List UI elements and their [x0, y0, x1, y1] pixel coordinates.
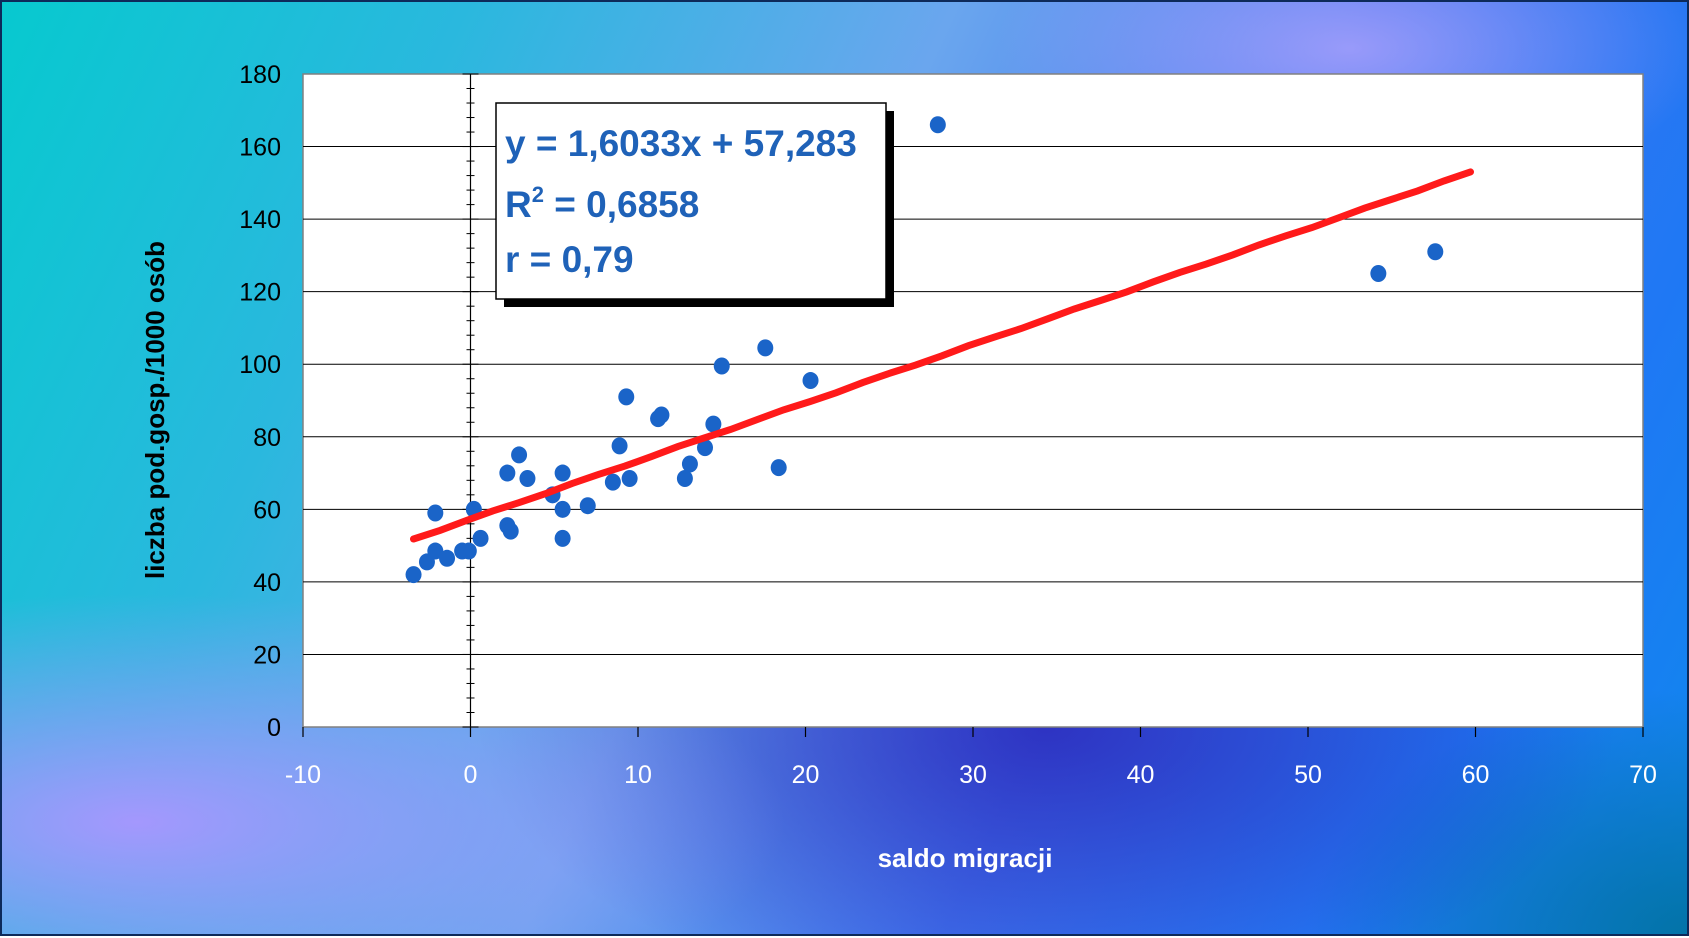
data-point: [499, 464, 516, 482]
data-point: [511, 446, 528, 464]
r-squared-label: R: [505, 184, 532, 225]
r-squared-exponent: 2: [532, 182, 544, 207]
data-point: [929, 116, 946, 134]
data-point: [1427, 243, 1444, 261]
y-tick-label: 0: [267, 714, 281, 742]
data-point: [713, 357, 730, 375]
r-squared-value: = 0,6858: [544, 184, 699, 225]
data-point: [653, 406, 670, 424]
trendline: [410, 168, 1474, 543]
data-point: [579, 497, 596, 515]
data-point: [802, 372, 819, 390]
data-point: [770, 459, 787, 477]
data-point: [472, 529, 489, 547]
x-tick-label: 30: [959, 761, 987, 789]
y-axis-title: liczba pod.gosp./1000 osób: [140, 241, 170, 579]
x-tick-label: 0: [464, 761, 478, 789]
data-point: [405, 566, 422, 584]
x-tick-label: 70: [1629, 761, 1657, 789]
data-point: [427, 542, 444, 560]
y-tick-label: 180: [239, 61, 281, 89]
equation-text: y = 1,6033x + 57,283: [505, 123, 857, 164]
data-point: [604, 473, 621, 491]
data-point: [439, 549, 456, 567]
regression-annotation-box: y = 1,6033x + 57,283 R2 = 0,6858 r = 0,7…: [495, 102, 894, 307]
x-tick-label: 20: [792, 761, 820, 789]
y-tick-label: 100: [239, 351, 281, 379]
data-point: [460, 542, 477, 560]
gridlines: [303, 146, 1643, 655]
x-tick-label: 10: [624, 761, 652, 789]
data-point: [502, 522, 519, 540]
data-point: [757, 339, 774, 357]
x-tick-labels: -10 0 10 20 30 40 50 60 70: [285, 727, 1657, 789]
x-tick-label: 40: [1127, 761, 1155, 789]
data-point: [427, 504, 444, 522]
y-tick-labels: 0 20 40 60 80 100 120 140 160 180: [239, 61, 281, 742]
data-point: [1370, 265, 1387, 283]
data-point: [618, 388, 635, 406]
y-tick-label: 80: [253, 424, 281, 452]
data-points: [405, 116, 1444, 584]
y-tick-label: 140: [239, 206, 281, 234]
data-point: [611, 437, 628, 455]
x-tick-label: 60: [1462, 761, 1490, 789]
y-tick-label: 160: [239, 134, 281, 162]
correlation-text: r = 0,79: [505, 239, 634, 280]
x-tick-label: 50: [1294, 761, 1322, 789]
data-point: [554, 529, 571, 547]
data-point: [554, 464, 571, 482]
x-axis-title: saldo migracji: [878, 843, 1053, 873]
data-point: [676, 469, 693, 487]
data-point: [621, 469, 638, 487]
data-point: [681, 455, 698, 473]
y-tick-label: 40: [253, 569, 281, 597]
y-tick-label: 20: [253, 641, 281, 669]
data-point: [697, 439, 713, 457]
x-tick-label: -10: [285, 761, 321, 789]
y-tick-label: 120: [239, 279, 281, 307]
data-point: [705, 415, 722, 433]
y-tick-label: 60: [253, 496, 281, 524]
r-squared-text: R2 = 0,6858: [505, 182, 699, 225]
data-point: [519, 469, 536, 487]
data-point: [554, 500, 571, 518]
